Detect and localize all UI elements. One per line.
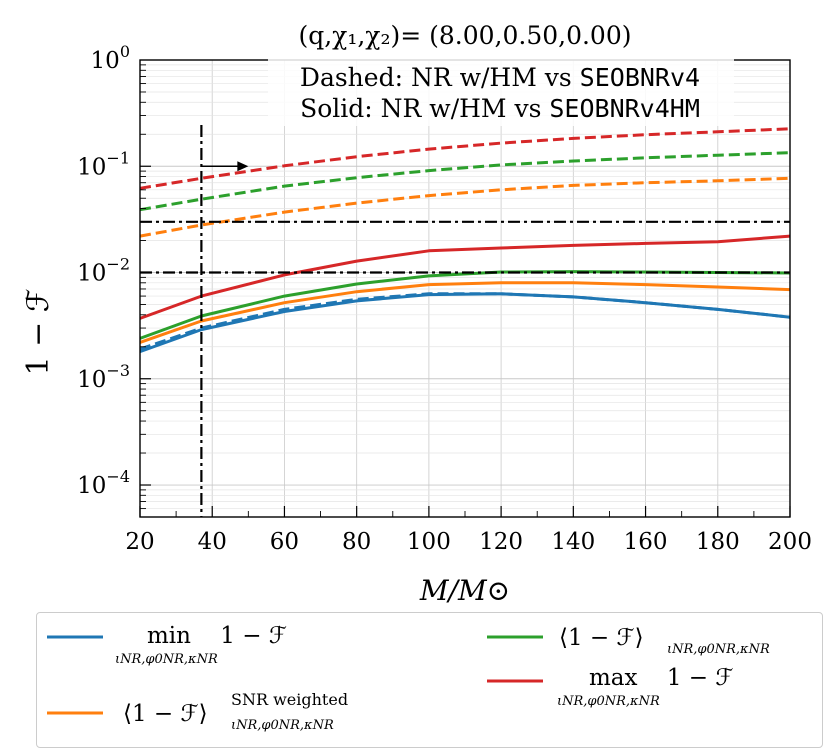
y-tick-exponent: −1: [106, 148, 130, 167]
legend-max-expr: 1 − ℱ: [667, 665, 734, 691]
y-tick-label: 10−1: [77, 148, 130, 180]
annotation-box: [268, 56, 734, 126]
legend-max-sub: ιNR,φ0NR,κNR: [557, 694, 660, 709]
legend-label-max: max 1 − ℱ: [589, 665, 733, 691]
x-tick-label: 40: [198, 529, 227, 555]
annotation-solid-code: SEOBNRv4HM: [549, 94, 700, 123]
plot-frame: [139, 59, 791, 518]
x-tick-label: 200: [768, 529, 812, 555]
series-mean-solid: [139, 270, 791, 340]
legend-label-snr: ⟨1 − ℱ⟩: [123, 701, 208, 727]
legend: min 1 − ℱ ιNR,φ0NR,κNR ⟨1 − ℱ⟩ SNR weigh…: [36, 612, 823, 748]
x-tick-label: 140: [551, 529, 595, 555]
y-tick-label: 100: [91, 42, 130, 74]
legend-label-mean: ⟨1 − ℱ⟩: [559, 625, 644, 651]
reference-lines: [140, 125, 790, 517]
legend-max-op: max: [589, 665, 638, 691]
y-tick-exponent: 0: [120, 42, 130, 61]
legend-min-op: min: [147, 623, 191, 649]
annotation-dashed-text: Dashed: NR w/HM vs: [300, 63, 580, 92]
x-tick-label: 60: [270, 529, 299, 555]
x-tick-label: 160: [624, 529, 668, 555]
annotation-solid: Solid: NR w/HM vs SEOBNRv4HM: [300, 94, 700, 123]
grid-lines: [139, 59, 791, 518]
x-tick-label: 180: [696, 529, 740, 555]
legend-label-min: min 1 − ℱ: [147, 623, 287, 649]
legend-snr-sup: SNR weighted: [231, 690, 348, 709]
series-snr_weighted-dashed: [139, 176, 791, 238]
x-tick-label: 100: [407, 529, 451, 555]
x-tick-label: 80: [342, 529, 371, 555]
legend-snr-sub: ιNR,φ0NR,κNR: [231, 718, 334, 733]
chart-title: (q,χ₁,χ₂)= (8.00,0.50,0.00): [298, 21, 631, 50]
y-tick-label: 10−3: [77, 361, 130, 393]
y-tick-base: 10: [91, 48, 120, 74]
y-axis-label: 1 − ℱ: [21, 289, 56, 376]
y-tick-label: 10−2: [77, 255, 130, 287]
legend-min-expr: 1 − ℱ: [220, 623, 287, 649]
series-min-solid: [139, 292, 791, 354]
y-tick-base: 10: [77, 367, 106, 393]
series-max-dashed: [139, 127, 791, 190]
legend-canvas: min 1 − ℱ ιNR,φ0NR,κNR ⟨1 − ℱ⟩ SNR weigh…: [47, 623, 770, 733]
series-mean-dashed: [139, 151, 791, 212]
y-tick-base: 10: [77, 473, 106, 499]
y-tick-exponent: −2: [106, 255, 130, 274]
y-tick-base: 10: [77, 261, 106, 287]
x-tick-label: 20: [125, 529, 154, 555]
series-snr_weighted-solid: [139, 281, 791, 344]
y-tick-base: 10: [77, 154, 106, 180]
x-axis-label: M/M⊙: [419, 574, 510, 607]
legend-mean-sub: ιNR,φ0NR,κNR: [667, 642, 770, 657]
series-max-solid: [139, 234, 791, 320]
axis-ticks: 20 40 60 80 100 120 140 160 180 20010−410−310−210…: [77, 42, 812, 555]
series-lines: [139, 127, 791, 354]
y-tick-exponent: −3: [106, 361, 130, 380]
x-tick-label: 120: [479, 529, 523, 555]
annotation-solid-text: Solid: NR w/HM vs: [300, 94, 549, 123]
annotation-dashed-code: SEOBNRv4: [580, 63, 700, 92]
annotation-dashed: Dashed: NR w/HM vs SEOBNRv4: [300, 63, 700, 92]
y-tick-label: 10−4: [77, 467, 130, 499]
y-tick-exponent: −4: [106, 467, 130, 486]
series-min-dashed: [139, 292, 791, 351]
legend-min-sub: ιNR,φ0NR,κNR: [115, 652, 218, 667]
arrow-head: [237, 161, 249, 172]
